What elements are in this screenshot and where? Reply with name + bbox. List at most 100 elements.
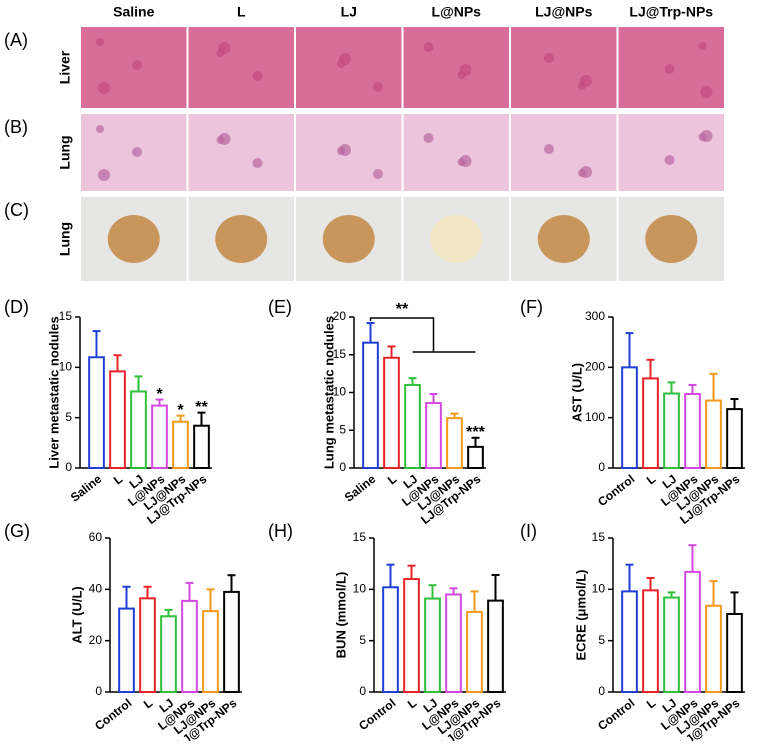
x-tick-label: LJ: [660, 696, 680, 716]
y-tick-label: 10: [353, 582, 367, 596]
bar: [160, 615, 177, 693]
column-header: L@NPs: [432, 4, 482, 20]
error-bar: [122, 585, 131, 609]
y-tick-label: 0: [95, 684, 102, 698]
bar: [726, 408, 743, 469]
x-tick-label: LJ: [660, 472, 680, 492]
error-bar: [709, 580, 718, 606]
panel-letter: (H): [268, 521, 293, 541]
micrograph: [511, 114, 617, 191]
bar: [382, 586, 399, 694]
lung-specimen: [215, 215, 268, 263]
y-tick-label: 15: [333, 347, 347, 361]
y-tick-label: 0: [339, 460, 346, 474]
y-tick-label: 5: [598, 633, 605, 647]
tissue-spot: [98, 82, 110, 94]
x-tick-label: LJ: [127, 472, 147, 492]
tissue-spot: [423, 42, 434, 52]
error-bar: [625, 563, 634, 592]
error-bar: [688, 383, 697, 395]
tissue-spot: [700, 130, 713, 142]
row-label: Lung: [57, 222, 73, 256]
y-tick-label: 0: [65, 460, 72, 474]
error-bar: [143, 585, 152, 599]
bar: [139, 597, 156, 693]
error-bar: [113, 354, 122, 372]
panel-letter: (G): [4, 521, 30, 541]
y-tick-label: 5: [339, 422, 346, 436]
bar: [621, 590, 638, 693]
y-tick-label: 10: [59, 360, 73, 374]
bar: [663, 596, 680, 694]
bar: [487, 599, 504, 693]
x-tick-label: Saline: [68, 472, 105, 505]
y-tick-label: 200: [585, 360, 605, 374]
error-bar: [185, 581, 194, 601]
micrograph: [296, 27, 402, 108]
lung-specimen: [322, 215, 375, 263]
y-tick-label: 15: [353, 530, 367, 544]
bar: [705, 399, 722, 470]
tissue-spot: [664, 64, 675, 74]
x-tick-label: LJ: [401, 472, 421, 492]
x-tick-label: Control: [356, 696, 398, 733]
error-bar: [387, 345, 396, 358]
y-tick-label: 10: [592, 582, 606, 596]
error-bar: [386, 563, 395, 588]
row-label: Liver: [57, 50, 73, 84]
column-header: L: [237, 4, 246, 20]
error-bar: [646, 358, 655, 379]
panel-letter: (B): [4, 117, 28, 137]
tissue-spot: [98, 169, 110, 181]
bar: [88, 356, 105, 469]
column-header: LJ: [341, 4, 357, 20]
x-tick-label: L: [141, 696, 155, 712]
panel-letter: (I): [520, 521, 537, 541]
x-tick-label: Saline: [342, 472, 379, 505]
bar: [151, 404, 168, 470]
error-bar: [471, 436, 480, 447]
tissue-spot: [580, 166, 592, 178]
significance-label: ***: [466, 424, 485, 441]
y-tick-label: 0: [598, 460, 605, 474]
y-tick-label: 15: [592, 530, 606, 544]
tissue-spot: [252, 71, 263, 81]
tissue-spot: [664, 155, 675, 165]
bar: [202, 610, 219, 694]
error-bar: [491, 573, 500, 601]
error-bar: [176, 414, 185, 422]
bar: [118, 607, 135, 693]
column-header: LJ@Trp-NPs: [629, 4, 713, 20]
tissue-spot: [423, 133, 434, 143]
error-bar: [625, 332, 634, 368]
error-bar: [646, 577, 655, 591]
bar: [446, 417, 463, 470]
x-tick-label: L: [385, 472, 399, 488]
error-bar: [730, 398, 739, 410]
tissue-spot: [544, 144, 554, 154]
bar: [404, 383, 421, 470]
tissue-spot: [339, 53, 351, 65]
tissue-spot: [218, 133, 231, 145]
error-bar: [429, 393, 438, 404]
y-tick-label: 100: [585, 410, 605, 424]
y-tick-label: 20: [89, 633, 103, 647]
row-label: Lung: [57, 135, 73, 169]
tissue-spot: [580, 75, 592, 87]
tissue-spot: [252, 158, 263, 168]
micrograph: [188, 27, 294, 108]
error-bar: [134, 375, 143, 392]
bar: [193, 424, 210, 469]
tissue-spot: [96, 125, 104, 133]
y-tick-label: 10: [333, 385, 347, 399]
error-bar: [667, 591, 676, 598]
micrograph: [403, 27, 509, 108]
micrograph: [403, 114, 509, 191]
tissue-spot: [373, 169, 383, 179]
x-tick-label: L: [644, 472, 658, 488]
tissue-spot: [698, 42, 707, 50]
y-tick-label: 0: [359, 684, 366, 698]
error-bar: [227, 574, 236, 592]
x-tick-label: LJ: [157, 696, 177, 716]
y-axis-title: Lung metastatic nodules: [321, 316, 336, 469]
